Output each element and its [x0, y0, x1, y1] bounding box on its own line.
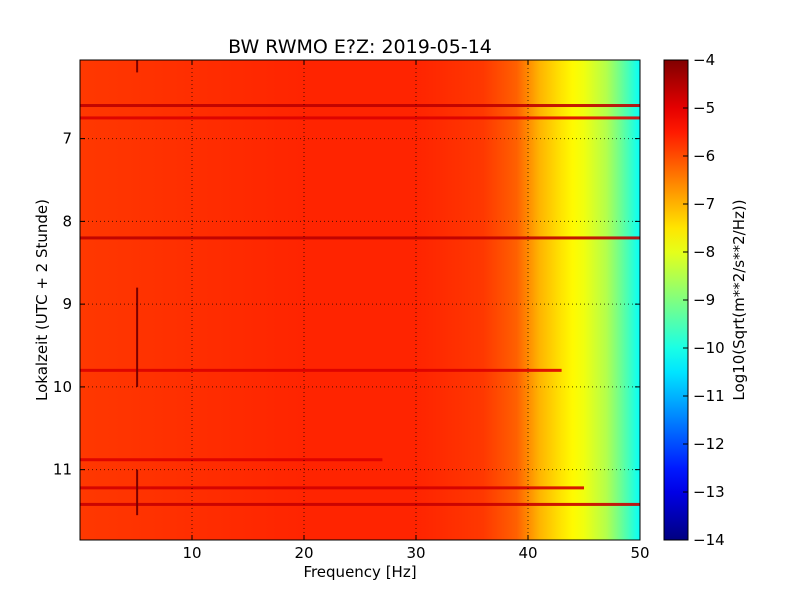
horizontal-band-2 — [80, 236, 640, 240]
colorbar-tick-label-9: −13 — [693, 483, 725, 501]
plot-frame — [79, 59, 641, 541]
x-tick-label-3: 40 — [518, 544, 537, 562]
x-axis-label: Frequency [Hz] — [303, 563, 416, 581]
y-tick-label-1: 8 — [62, 212, 72, 230]
x-tick-label-1: 20 — [294, 544, 313, 562]
x-tick-label-0: 10 — [182, 544, 201, 562]
colorbar-tick-label-6: −10 — [693, 339, 725, 357]
x-tick-label-4: 50 — [630, 544, 649, 562]
colorbar-tick-label-5: −9 — [693, 291, 715, 309]
colorbar-tick-label-2: −6 — [693, 147, 715, 165]
plot-area: 10 20 30 40 50 7 8 9 10 11 — [53, 59, 650, 562]
colorbar-tick-label-4: −8 — [693, 243, 715, 261]
horizontal-band-3 — [80, 368, 562, 372]
horizontal-band-4 — [80, 458, 383, 462]
y-tick-label-2: 9 — [62, 295, 72, 313]
colorbar-tick-label-8: −12 — [693, 435, 725, 453]
colorbar-tick-label-1: −5 — [693, 99, 715, 117]
colorbar-tick-label-10: −14 — [693, 531, 725, 549]
horizontal-band-0 — [80, 104, 640, 108]
spectrogram-field — [80, 60, 640, 540]
horizontal-band-6 — [80, 502, 640, 506]
colorbar-tick-label-0: −4 — [693, 51, 715, 69]
y-tick-label-4: 11 — [53, 461, 72, 479]
colorbar-label: Log10(Sqrt(m**2/s**2/Hz)) — [730, 199, 748, 400]
colorbar-tick-label-7: −11 — [693, 387, 725, 405]
horizontal-band-1 — [80, 116, 640, 120]
y-tick-label-0: 7 — [62, 130, 72, 148]
x-tick-label-2: 30 — [406, 544, 425, 562]
y-tick-label-3: 10 — [53, 378, 72, 396]
y-axis-label: Lokalzeit (UTC + 2 Stunde) — [33, 199, 51, 401]
colorbar: −4 −5 −6 −7 −8 −9 −10 −11 −12 −13 −14 — [663, 51, 725, 549]
chart-title: BW RWMO E?Z: 2019-05-14 — [228, 36, 492, 58]
horizontal-band-5 — [80, 486, 584, 490]
colorbar-tick-label-3: −7 — [693, 195, 715, 213]
